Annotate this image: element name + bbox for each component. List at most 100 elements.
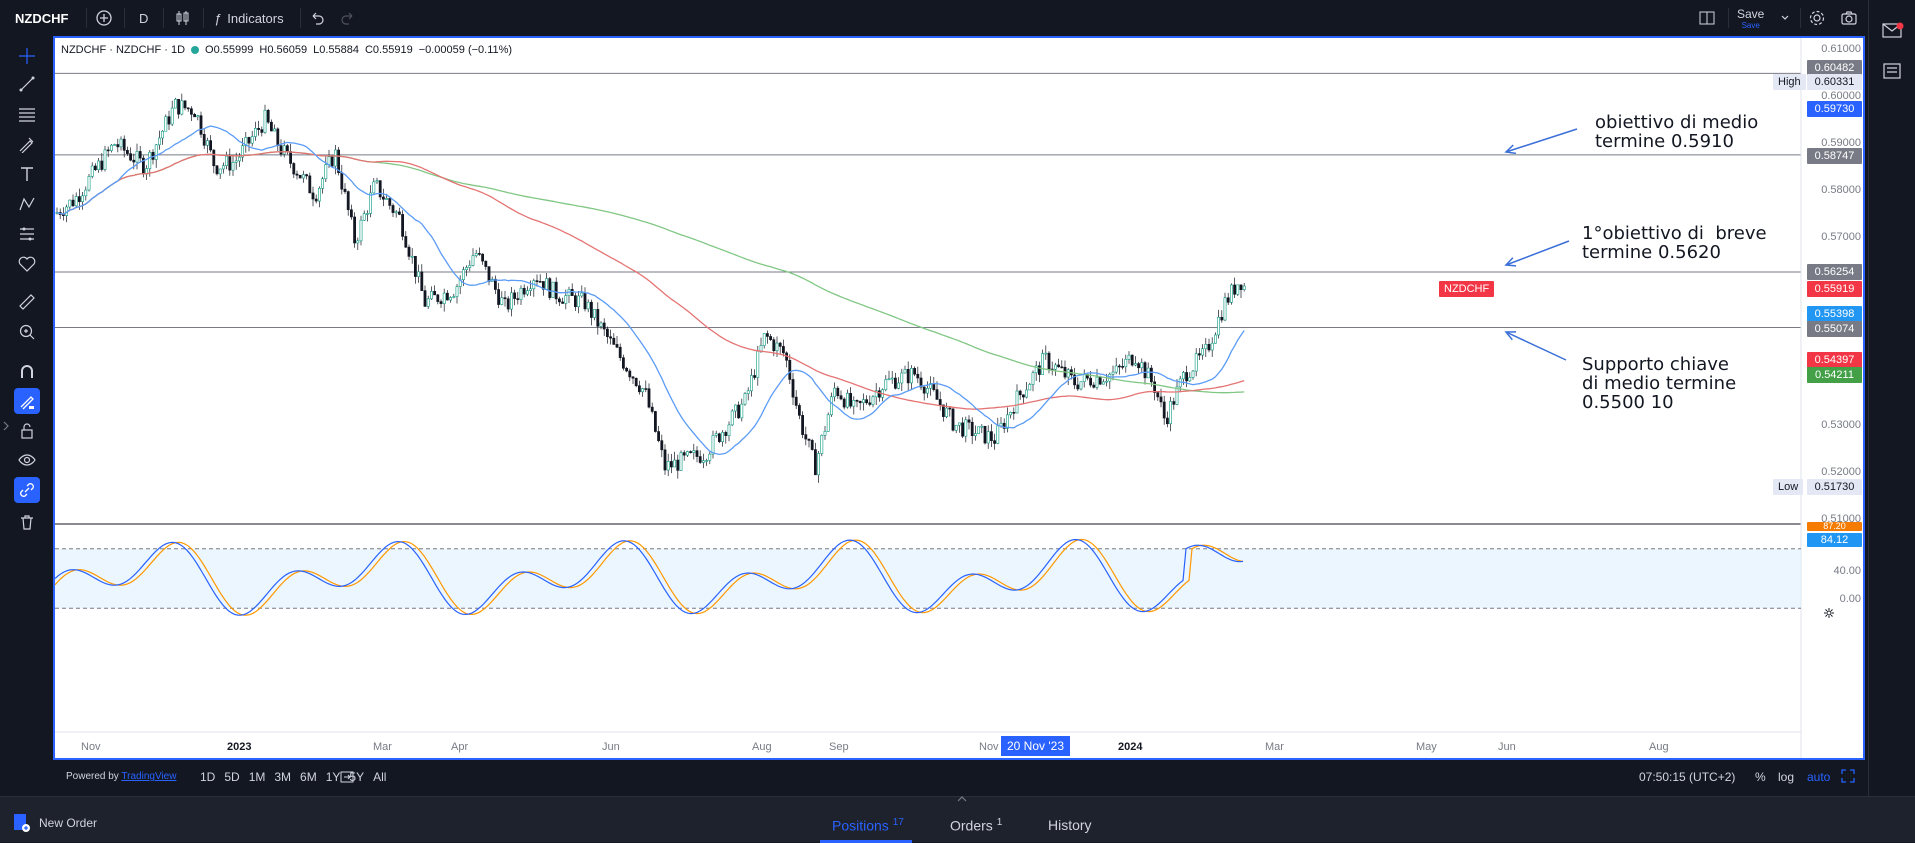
candle-body — [954, 424, 958, 431]
candle-body — [1089, 377, 1093, 386]
market-status-icon — [191, 46, 200, 54]
log-toggle[interactable]: log — [1778, 770, 1795, 784]
range-3m[interactable]: 3M — [274, 770, 292, 784]
candle-body — [282, 145, 286, 155]
eye-icon[interactable] — [14, 447, 40, 473]
panel-toggle-icon[interactable] — [955, 791, 969, 809]
candle-body — [666, 461, 670, 471]
pattern-icon[interactable] — [14, 191, 40, 217]
mail-icon[interactable] — [1882, 22, 1904, 45]
ruler-icon[interactable] — [14, 289, 40, 315]
powered-label: Powered by — [66, 771, 119, 782]
candle-body — [212, 149, 216, 167]
range-6m[interactable]: 6M — [300, 770, 317, 784]
candle-body — [122, 138, 126, 151]
candle-body — [218, 168, 222, 175]
candle-body — [871, 396, 875, 405]
candle-body — [1146, 367, 1150, 379]
candle-body — [407, 246, 411, 257]
symbol-search-button[interactable]: NZDCHF — [15, 11, 69, 26]
price-tag-line: 0.55074 — [1807, 321, 1862, 337]
compare-add-icon[interactable] — [95, 0, 113, 36]
lock-icon[interactable] — [14, 418, 40, 444]
candle-body — [116, 144, 120, 148]
candle-body — [500, 297, 504, 305]
osc-band — [55, 548, 1801, 609]
tab-history[interactable]: History — [1048, 817, 1092, 833]
maximize-icon[interactable] — [1841, 769, 1855, 786]
candle-body — [932, 383, 936, 390]
redo-icon[interactable] — [340, 0, 356, 36]
divider — [124, 8, 125, 28]
layout-icon[interactable] — [1698, 0, 1716, 36]
candle-body — [884, 379, 888, 390]
candle-body — [740, 403, 744, 419]
price-chart[interactable] — [55, 38, 1865, 758]
range-1d[interactable]: 1D — [200, 770, 216, 784]
range-all[interactable]: All — [373, 770, 387, 784]
percent-toggle[interactable]: % — [1755, 770, 1766, 784]
link-icon[interactable] — [14, 477, 40, 503]
chevron-down-icon[interactable] — [1780, 0, 1790, 36]
price-axis[interactable]: 0.61000 0.60482 0.60331 0.60000 0.59730 … — [1801, 38, 1863, 758]
candle-body — [100, 160, 104, 170]
auto-toggle[interactable]: auto — [1807, 770, 1831, 784]
tab-orders[interactable]: Orders 1 — [950, 817, 1002, 834]
candle-body — [996, 425, 1000, 444]
date-range-icon[interactable] — [339, 769, 355, 788]
crosshair-icon[interactable] — [14, 43, 40, 69]
calendar-icon[interactable] — [1882, 62, 1902, 85]
undo-icon[interactable] — [309, 0, 325, 36]
candles-icon[interactable] — [174, 0, 192, 36]
tab-positions[interactable]: Positions 17 — [832, 817, 904, 834]
text-icon[interactable] — [14, 161, 40, 187]
chart-area[interactable]: NZDCHF · NZDCHF · 1D O0.55999 H0.56059 L… — [53, 36, 1865, 760]
prediction-icon[interactable] — [14, 221, 40, 247]
candle-body — [158, 137, 161, 146]
candle-body — [849, 393, 853, 407]
candle-body — [925, 387, 929, 394]
range-1m[interactable]: 1M — [248, 770, 266, 784]
candle-body — [890, 377, 894, 380]
price-tag-line: 0.60482 — [1807, 60, 1862, 76]
candle-body — [404, 236, 408, 248]
new-order-button[interactable]: New Order — [13, 813, 97, 833]
candle-body — [1214, 334, 1217, 344]
interval-button[interactable]: D — [139, 10, 149, 26]
stay-drawing-icon[interactable] — [14, 388, 40, 414]
time-axis[interactable]: Nov 2023 Mar Apr Jun Aug Sep Nov 2024 Ma… — [55, 732, 1801, 758]
candle-body — [436, 294, 440, 302]
clock[interactable]: 07:50:15 (UTC+2) — [1639, 770, 1736, 784]
chevron-right-icon[interactable] — [2, 418, 10, 436]
candle-body — [570, 289, 574, 296]
save-button[interactable]: Save Save — [1737, 0, 1764, 36]
price-label: 0.52000 — [1821, 466, 1861, 478]
candle-body — [84, 189, 88, 197]
range-5d[interactable]: 5D — [224, 770, 240, 784]
magnet-icon[interactable] — [14, 359, 40, 385]
candle-body — [77, 196, 81, 202]
candle-body — [897, 382, 901, 389]
candle-body — [135, 151, 139, 163]
annotation-target-mid[interactable]: obiettivo di medio termine 0.5910 — [1595, 112, 1759, 152]
fib-icon[interactable] — [14, 101, 40, 127]
heart-icon[interactable] — [14, 251, 40, 277]
brush-icon[interactable] — [14, 131, 40, 157]
indicators-button[interactable]: ƒ Indicators — [214, 0, 284, 36]
right-sidebar — [1868, 0, 1915, 842]
camera-icon[interactable] — [1840, 0, 1858, 36]
candle-body — [986, 431, 990, 444]
annotation-target-short[interactable]: 1°obiettivo di breve termine 0.5620 — [1582, 223, 1767, 263]
candle-body — [717, 433, 721, 442]
gear-icon[interactable] — [1808, 0, 1826, 36]
zoom-icon[interactable] — [14, 319, 40, 345]
range-1y[interactable]: 1Y — [325, 770, 341, 784]
trash-icon[interactable] — [14, 509, 40, 535]
axis-settings-icon[interactable] — [1823, 607, 1835, 622]
candle-body — [497, 289, 501, 305]
candle-body — [541, 281, 545, 290]
time-label: Mar — [1265, 741, 1284, 753]
annotation-support[interactable]: Supporto chiave di medio termine 0.5500 … — [1582, 354, 1737, 413]
trendline-icon[interactable] — [14, 71, 40, 97]
brand-link[interactable]: TradingView — [121, 771, 177, 782]
